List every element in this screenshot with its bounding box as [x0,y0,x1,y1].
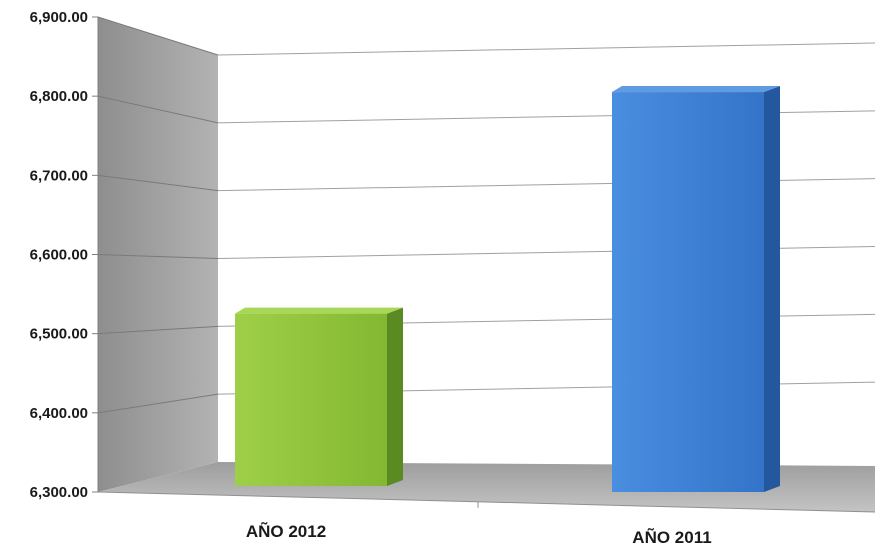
gridline-side [97,393,219,414]
gridline-side [97,174,219,192]
labels: 6,300.00 6,400.00 6,500.00 6,600.00 6,700.00… [30,9,712,546]
y-tick-label: 6,300.00 [30,484,88,501]
y-tick-label: 6,400.00 [30,405,88,422]
bar-top-2 [612,86,780,93]
side-wall [98,17,218,492]
y-tick-label: 6,900.00 [30,9,88,26]
bar-top-1 [235,307,403,314]
bars [235,86,780,493]
y-tick-label: 6,800.00 [30,88,88,105]
gridline-side [97,325,219,335]
y-tick-label: 6,700.00 [30,167,88,184]
y-tick-label: 6,600.00 [30,247,88,264]
x-category-label: AÑO 2011 [632,527,711,546]
bar-side-2 [764,86,780,493]
bar-2[interactable] [612,92,764,493]
bar-1[interactable] [235,313,387,486]
x-category-label: AÑO 2012 [246,521,326,541]
gridline-side [97,254,219,259]
gridline-side [97,16,219,56]
bar-side-1 [387,307,403,486]
y-tick-label: 6,500.00 [30,326,88,343]
x-axis-line [97,491,875,513]
gridline-back [217,42,875,56]
gridline-side [97,95,219,124]
y-axis [92,16,875,513]
